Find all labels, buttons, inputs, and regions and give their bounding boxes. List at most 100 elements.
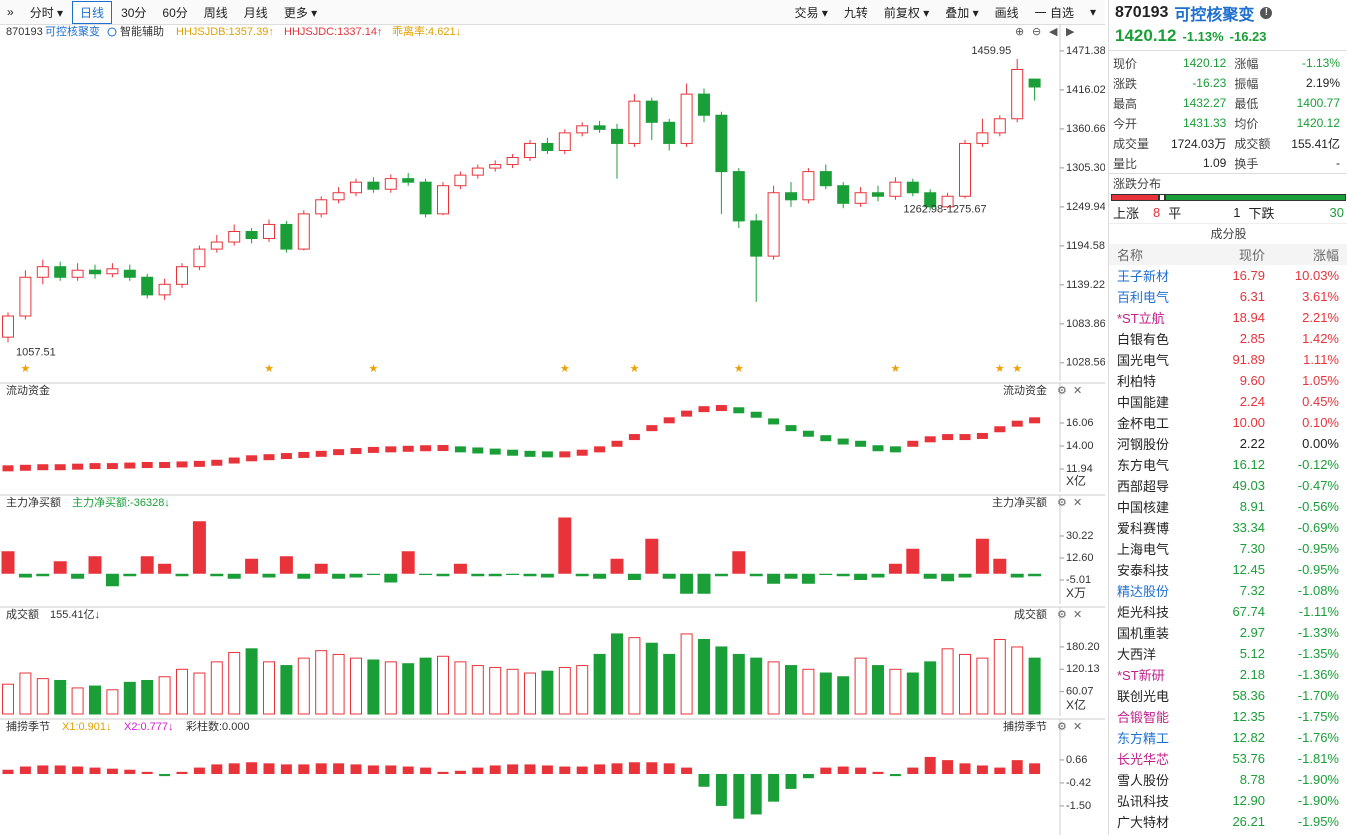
tool-button[interactable]: 一 自选 <box>1034 5 1074 20</box>
signal-star: ★ <box>629 363 639 375</box>
panel-icon[interactable]: ✕ <box>1073 497 1082 509</box>
const-row[interactable]: 金杯电工 10.00 0.10% <box>1109 412 1347 433</box>
panel-title-right: 成交额 <box>1014 607 1047 621</box>
period-tab[interactable]: 更多 ▾ <box>283 5 318 20</box>
bar <box>646 762 658 774</box>
const-row[interactable]: 上海电气 7.30 -0.95% <box>1109 538 1347 559</box>
const-pct: 0.10% <box>1302 415 1339 430</box>
side-panel: 870193 可控核聚变 ! 1420.12 -1.13% -16.23 现价 1… <box>1108 0 1347 835</box>
period-tab[interactable]: 周线 <box>203 5 228 20</box>
tool-button[interactable]: ▾ <box>1089 5 1096 19</box>
flow-dot <box>193 460 205 467</box>
bar <box>437 771 449 774</box>
const-row[interactable]: 长光华芯 53.76 -1.81% <box>1109 748 1347 769</box>
bar <box>559 766 571 774</box>
const-row[interactable]: 国机重装 2.97 -1.33% <box>1109 622 1347 643</box>
bar <box>105 573 119 587</box>
tool-button[interactable]: 叠加 ▾ <box>945 5 979 20</box>
const-row[interactable]: 安泰科技 12.45 -0.95% <box>1109 559 1347 580</box>
y-tick-label: 1416.02 <box>1066 84 1105 96</box>
const-row[interactable]: 国光电气 91.89 1.11% <box>1109 349 1347 370</box>
const-row[interactable]: 炬光科技 67.74 -1.11% <box>1109 601 1347 622</box>
const-row[interactable]: 合锻智能 12.35 -1.75% <box>1109 706 1347 727</box>
bar <box>246 762 258 774</box>
period-tab[interactable]: 日线 <box>72 0 113 24</box>
flow-dot <box>211 459 223 466</box>
tool-button[interactable]: 九转 <box>843 5 868 20</box>
const-price: 8.91 <box>1239 499 1265 514</box>
info-icon[interactable]: ! <box>1260 7 1273 19</box>
y-tick-label: 1249.94 <box>1066 201 1105 213</box>
volume-bar <box>628 637 641 715</box>
panel-icon[interactable]: ⚙ <box>1057 609 1067 621</box>
quote-value: 1400.77 <box>1296 96 1340 110</box>
tool-button[interactable]: 交易 ▾ <box>794 5 828 20</box>
period-tab[interactable]: 月线 <box>243 5 268 20</box>
panel-icon[interactable]: ⚙ <box>1057 385 1067 397</box>
stock-code: 870193 <box>1115 4 1169 21</box>
signal-star: ★ <box>368 363 378 375</box>
const-name: 精达股份 <box>1117 584 1170 599</box>
candle-body <box>628 100 641 144</box>
tool-button[interactable]: 画线 <box>994 5 1019 20</box>
y-tick-label: 1305.30 <box>1066 162 1105 174</box>
const-name: 弘讯科技 <box>1117 794 1170 809</box>
candle-body <box>245 230 258 240</box>
panel-icon[interactable]: ⚙ <box>1057 721 1067 733</box>
panel-icon[interactable]: ⚙ <box>1057 497 1067 509</box>
candle-body <box>1011 68 1024 120</box>
const-row[interactable]: 东方精工 12.82 -1.76% <box>1109 727 1347 748</box>
flow-dot <box>402 445 414 452</box>
bar <box>732 551 746 574</box>
const-row[interactable]: 西部超导 49.03 -0.47% <box>1109 475 1347 496</box>
panel-icon[interactable]: ✕ <box>1073 609 1082 621</box>
period-tab[interactable]: 30分 <box>121 5 147 20</box>
panel-icon[interactable]: ✕ <box>1073 385 1082 397</box>
const-pct: -0.95% <box>1297 541 1339 556</box>
const-row[interactable]: 中国能建 2.24 0.45% <box>1109 391 1347 412</box>
bar <box>785 773 797 789</box>
const-row[interactable]: 弘讯科技 12.90 -1.90% <box>1109 790 1347 811</box>
candle-body <box>976 132 989 144</box>
const-row[interactable]: 大西洋 5.12 -1.35% <box>1109 643 1347 664</box>
zoom-icon[interactable]: ◀ <box>1049 26 1058 38</box>
y-tick-label: 11.94 <box>1066 463 1093 475</box>
bar <box>18 573 32 578</box>
const-row[interactable]: 利柏特 9.60 1.05% <box>1109 370 1347 391</box>
const-row[interactable]: 河钢股份 2.22 0.00% <box>1109 433 1347 454</box>
const-pct: -1.76% <box>1297 730 1339 745</box>
candle-body <box>750 220 763 257</box>
bar <box>942 760 954 774</box>
panel-icon[interactable]: ✕ <box>1073 721 1082 733</box>
volume-bar <box>454 661 467 715</box>
candle-body <box>454 174 467 187</box>
const-row[interactable]: 东方电气 16.12 -0.12% <box>1109 454 1347 475</box>
period-tab[interactable]: 60分 <box>162 5 188 20</box>
const-pct: -1.90% <box>1297 793 1339 808</box>
const-name: 长光华芯 <box>1117 752 1170 767</box>
const-row[interactable]: 王子新材 16.79 10.03% <box>1109 265 1347 286</box>
bar <box>176 771 188 774</box>
const-row[interactable]: *ST新研 2.18 -1.36% <box>1109 664 1347 685</box>
tool-button[interactable]: 前复权 ▾ <box>883 5 930 20</box>
period-tab[interactable]: 分时 ▾ <box>29 5 64 20</box>
const-row[interactable]: 精达股份 7.32 -1.08% <box>1109 580 1347 601</box>
zoom-icon[interactable]: ▶ <box>1066 26 1075 38</box>
const-row[interactable]: 广大特材 26.21 -1.95% <box>1109 811 1347 832</box>
quote-label: 现价 <box>1113 56 1138 71</box>
bar <box>802 773 814 779</box>
const-row[interactable]: 联创光电 58.36 -1.70% <box>1109 685 1347 706</box>
const-name: 百利电气 <box>1117 290 1170 305</box>
panel-title-right: 捕捞季节 <box>1003 719 1047 733</box>
const-row[interactable]: 白银有色 2.85 1.42% <box>1109 328 1347 349</box>
candle-body <box>558 132 571 151</box>
const-row[interactable]: *ST立航 18.94 2.21% <box>1109 307 1347 328</box>
zoom-icon[interactable]: ⊖ <box>1032 26 1041 38</box>
const-row[interactable]: 雪人股份 8.78 -1.90% <box>1109 769 1347 790</box>
volume-bar <box>593 653 606 715</box>
zoom-icon[interactable]: ⊕ <box>1015 26 1024 38</box>
const-row[interactable]: 百利电气 6.31 3.61% <box>1109 286 1347 307</box>
const-row[interactable]: 爱科赛博 33.34 -0.69% <box>1109 517 1347 538</box>
collapse-icon[interactable]: » <box>7 5 14 19</box>
const-row[interactable]: 中国核建 8.91 -0.56% <box>1109 496 1347 517</box>
